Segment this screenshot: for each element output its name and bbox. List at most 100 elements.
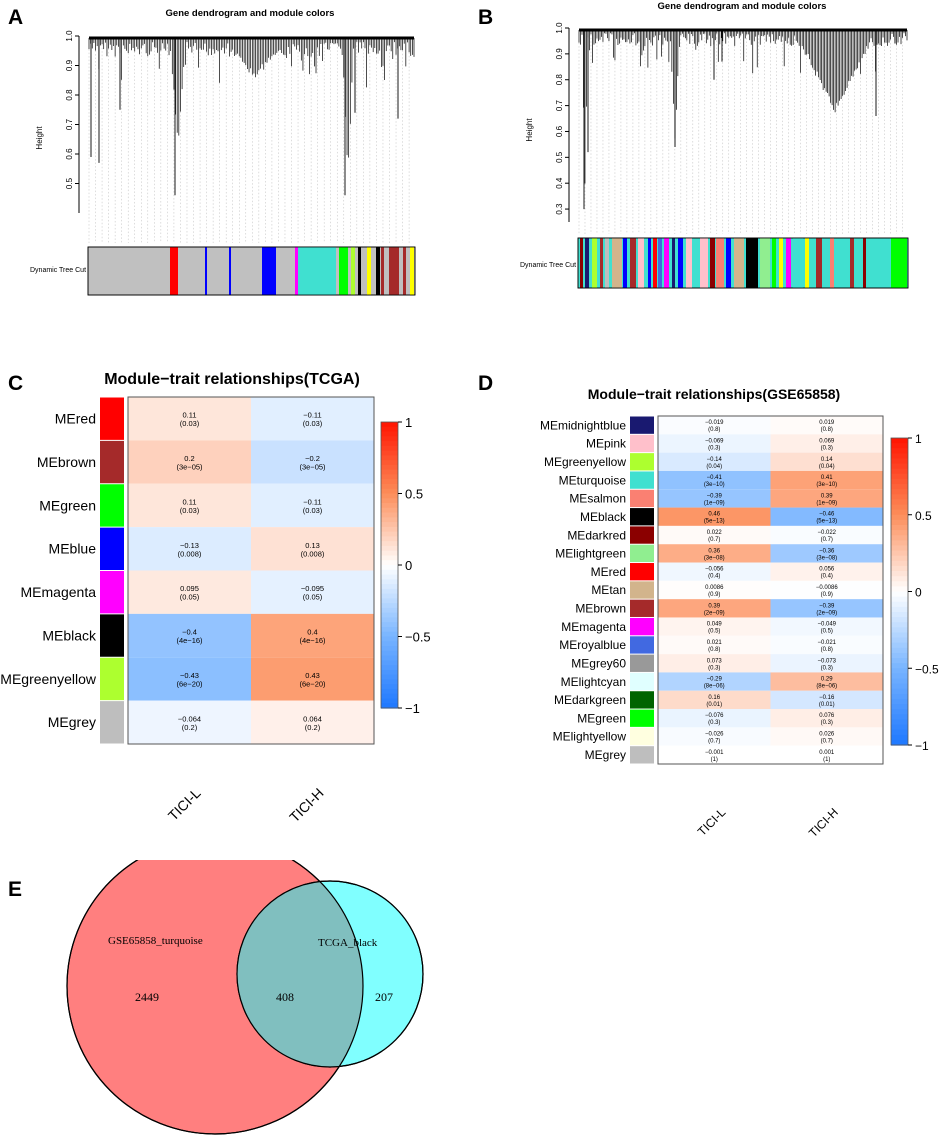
dendro-a-title: Gene dendrogram and module colors bbox=[166, 8, 335, 19]
heatmap-cell bbox=[128, 527, 251, 571]
dendro-ytick-label: 0.8 bbox=[555, 74, 564, 86]
heatmap-cell-pvalue: (0.01) bbox=[706, 702, 722, 708]
heatmap-cell bbox=[128, 657, 251, 701]
heatmap-cell-pvalue: (4e−16) bbox=[299, 636, 326, 645]
heatmap-cell-pvalue: (0.3) bbox=[821, 720, 833, 726]
heatmap-cell-value: 0.29 bbox=[821, 677, 833, 683]
module-color-swatch bbox=[630, 617, 654, 636]
module-color-segment bbox=[358, 247, 361, 295]
heatmap-cell-value: −0.46 bbox=[819, 512, 835, 518]
heatmap-cell bbox=[658, 434, 771, 453]
heatmap-cell-pvalue: (0.04) bbox=[706, 464, 722, 470]
module-color-segment bbox=[726, 238, 731, 288]
heatmap-cell-pvalue: (0.05) bbox=[303, 593, 323, 602]
heatmap-cell-value: 0.022 bbox=[707, 530, 723, 536]
heatmap-cell-value: −0.026 bbox=[705, 732, 724, 738]
heatmap-cell-pvalue: (0.9) bbox=[708, 592, 720, 598]
heatmap-cell bbox=[770, 709, 883, 728]
dendro-ytick-label: 0.3 bbox=[555, 203, 564, 215]
heatmap-cell-pvalue: (0.4) bbox=[821, 574, 833, 580]
dendro-ytick-label: 0.7 bbox=[555, 99, 564, 111]
heatmap-column-label: TICI-L bbox=[695, 805, 729, 839]
heatmap-row-label: MElightcyan bbox=[561, 675, 626, 689]
module-color-segment bbox=[805, 238, 809, 288]
heatmap-cell-value: −0.001 bbox=[705, 750, 724, 756]
heatmap-cell-pvalue: (1e−09) bbox=[704, 500, 725, 506]
module-color-swatch bbox=[630, 636, 654, 654]
module-color-swatch bbox=[630, 453, 654, 471]
heatmap-cell-value: −0.2 bbox=[305, 454, 320, 463]
dendro-b-tree bbox=[578, 28, 908, 234]
dendro-ytick-label: 0.7 bbox=[65, 118, 74, 130]
heatmap-cell-pvalue: (0.3) bbox=[708, 445, 720, 451]
heatmap-row-label: MEroyalblue bbox=[559, 638, 626, 652]
heatmap-cell-pvalue: (0.03) bbox=[303, 506, 323, 515]
heatmap-row-label: MEmagenta bbox=[21, 584, 97, 600]
module-color-segment bbox=[605, 238, 609, 288]
module-color-segment bbox=[653, 238, 657, 288]
module-color-swatch bbox=[100, 484, 124, 527]
dendro-b-yticks: 0.3 0.4 0.5 0.6 0.7 0.8 0.9 1.0 bbox=[555, 22, 569, 215]
dendro-ytick-label: 0.6 bbox=[65, 148, 74, 160]
module-color-segment bbox=[710, 238, 715, 288]
heatmap-cell bbox=[658, 544, 771, 563]
venn-count-gse65858-only: 2449 bbox=[135, 990, 159, 1004]
heatmap-column-label: TICI-H bbox=[286, 785, 326, 825]
dendro-a-yticks: 0.5 0.6 0.7 0.8 0.9 1.0 bbox=[65, 30, 79, 189]
heatmap-cell bbox=[128, 570, 251, 614]
heatmap-cell-value: 0.43 bbox=[305, 671, 320, 680]
heatmap-cell-value: 0.064 bbox=[303, 714, 322, 723]
heatmap-row-label: MElightyellow bbox=[553, 730, 627, 744]
heatmap-cell bbox=[770, 434, 883, 453]
module-color-swatch bbox=[630, 672, 654, 691]
heatmap-cell-pvalue: (0.8) bbox=[821, 427, 833, 433]
heatmap-c: Module−trait relationships(TCGA) MEred 0.1… bbox=[0, 371, 430, 825]
colorbar-tick-label: 1 bbox=[915, 432, 922, 446]
heatmap-cell-value: −0.13 bbox=[180, 541, 199, 550]
dendro-b-ylabel: Height bbox=[525, 118, 534, 142]
heatmap-cell bbox=[770, 672, 883, 691]
heatmap-row-label: MEbrown bbox=[575, 602, 626, 616]
venn-label-tcga: TCGA_black bbox=[318, 937, 378, 949]
module-color-segment bbox=[410, 247, 414, 295]
heatmap-cell bbox=[251, 570, 374, 614]
heatmap-cell bbox=[251, 527, 374, 571]
module-color-segment bbox=[389, 247, 399, 295]
heatmap-cell-value: 0.14 bbox=[821, 457, 833, 463]
heatmap-cell bbox=[658, 489, 771, 508]
heatmap-cell bbox=[658, 470, 771, 490]
module-color-swatch bbox=[630, 416, 654, 434]
heatmap-cell-value: −0.076 bbox=[705, 713, 724, 719]
module-color-segment bbox=[630, 238, 636, 288]
dendro-b-title: Gene dendrogram and module colors bbox=[658, 1, 827, 12]
module-color-swatch bbox=[100, 614, 124, 657]
heatmap-cell bbox=[251, 440, 374, 484]
module-color-swatch bbox=[630, 471, 654, 489]
module-color-segment bbox=[760, 238, 770, 288]
heatmap-cell-pvalue: (0.04) bbox=[819, 464, 835, 470]
module-color-swatch bbox=[630, 709, 654, 727]
module-color-swatch bbox=[630, 508, 654, 526]
module-color-swatch bbox=[630, 434, 654, 453]
heatmap-cell bbox=[251, 613, 374, 658]
heatmap-cell-pvalue: (0.3) bbox=[708, 665, 720, 671]
colorbar-tick-label: 0.5 bbox=[405, 487, 423, 502]
module-color-segment bbox=[612, 238, 622, 288]
heatmap-cell bbox=[658, 654, 771, 673]
heatmap-cell-pvalue: (1e−09) bbox=[816, 500, 837, 506]
heatmap-cell-value: 0.095 bbox=[180, 584, 199, 593]
module-color-segment bbox=[863, 238, 866, 288]
heatmap-row-label: MEgreen bbox=[39, 497, 96, 513]
heatmap-cell bbox=[128, 483, 251, 528]
heatmap-row-label: MEgreenyellow bbox=[544, 455, 626, 469]
module-color-segment bbox=[339, 247, 348, 295]
heatmap-cell-pvalue: (3e−08) bbox=[816, 555, 837, 561]
heatmap-column-label: TICI-H bbox=[806, 805, 841, 840]
heatmap-cell bbox=[658, 416, 771, 435]
heatmap-cell-pvalue: (0.03) bbox=[180, 419, 200, 428]
module-color-segment bbox=[816, 238, 822, 288]
heatmap-cell bbox=[770, 507, 883, 526]
heatmap-cell bbox=[770, 452, 883, 471]
heatmap-cell-value: −0.36 bbox=[819, 548, 835, 554]
heatmap-cell bbox=[770, 470, 883, 490]
